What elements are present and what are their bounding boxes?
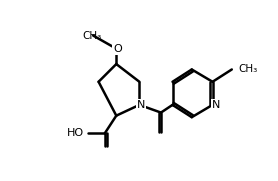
Text: N: N	[212, 100, 220, 110]
Text: N: N	[137, 100, 145, 110]
Text: O: O	[113, 44, 122, 54]
Text: CH₃: CH₃	[82, 31, 101, 41]
Text: HO: HO	[67, 128, 84, 138]
Text: CH₃: CH₃	[238, 64, 257, 74]
